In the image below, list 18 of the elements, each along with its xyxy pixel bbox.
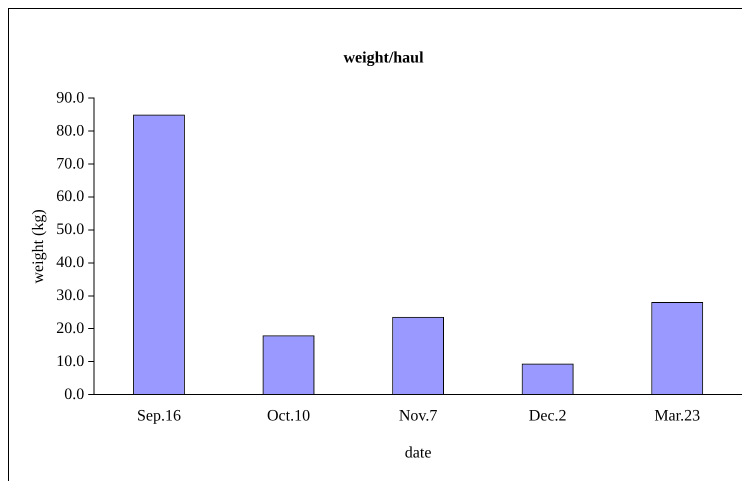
chart-title: weight/haul bbox=[343, 50, 424, 67]
y-tick-label: 60.0 bbox=[56, 188, 84, 206]
y-tick-label: 50.0 bbox=[56, 221, 84, 238]
y-axis-title: weight (kg) bbox=[30, 209, 47, 284]
x-axis-title: date bbox=[404, 444, 432, 462]
y-tick-label: 0.0 bbox=[64, 386, 84, 403]
y-tick-label: 90.0 bbox=[56, 89, 84, 106]
x-tick-label: Mar.23 bbox=[654, 407, 700, 424]
y-tick-label: 70.0 bbox=[56, 155, 84, 172]
x-tick-label: Sep.16 bbox=[136, 407, 181, 424]
x-tick-label: Nov.7 bbox=[398, 407, 438, 424]
x-tick-label: Oct.10 bbox=[266, 407, 310, 424]
y-tick-label: 20.0 bbox=[56, 320, 84, 337]
x-tick-label: Dec.2 bbox=[528, 407, 567, 424]
y-tick-label: 10.0 bbox=[56, 352, 84, 370]
y-tick-label: 40.0 bbox=[56, 254, 84, 272]
y-tick-label: 30.0 bbox=[56, 287, 84, 304]
y-tick-label: 80.0 bbox=[56, 122, 84, 140]
